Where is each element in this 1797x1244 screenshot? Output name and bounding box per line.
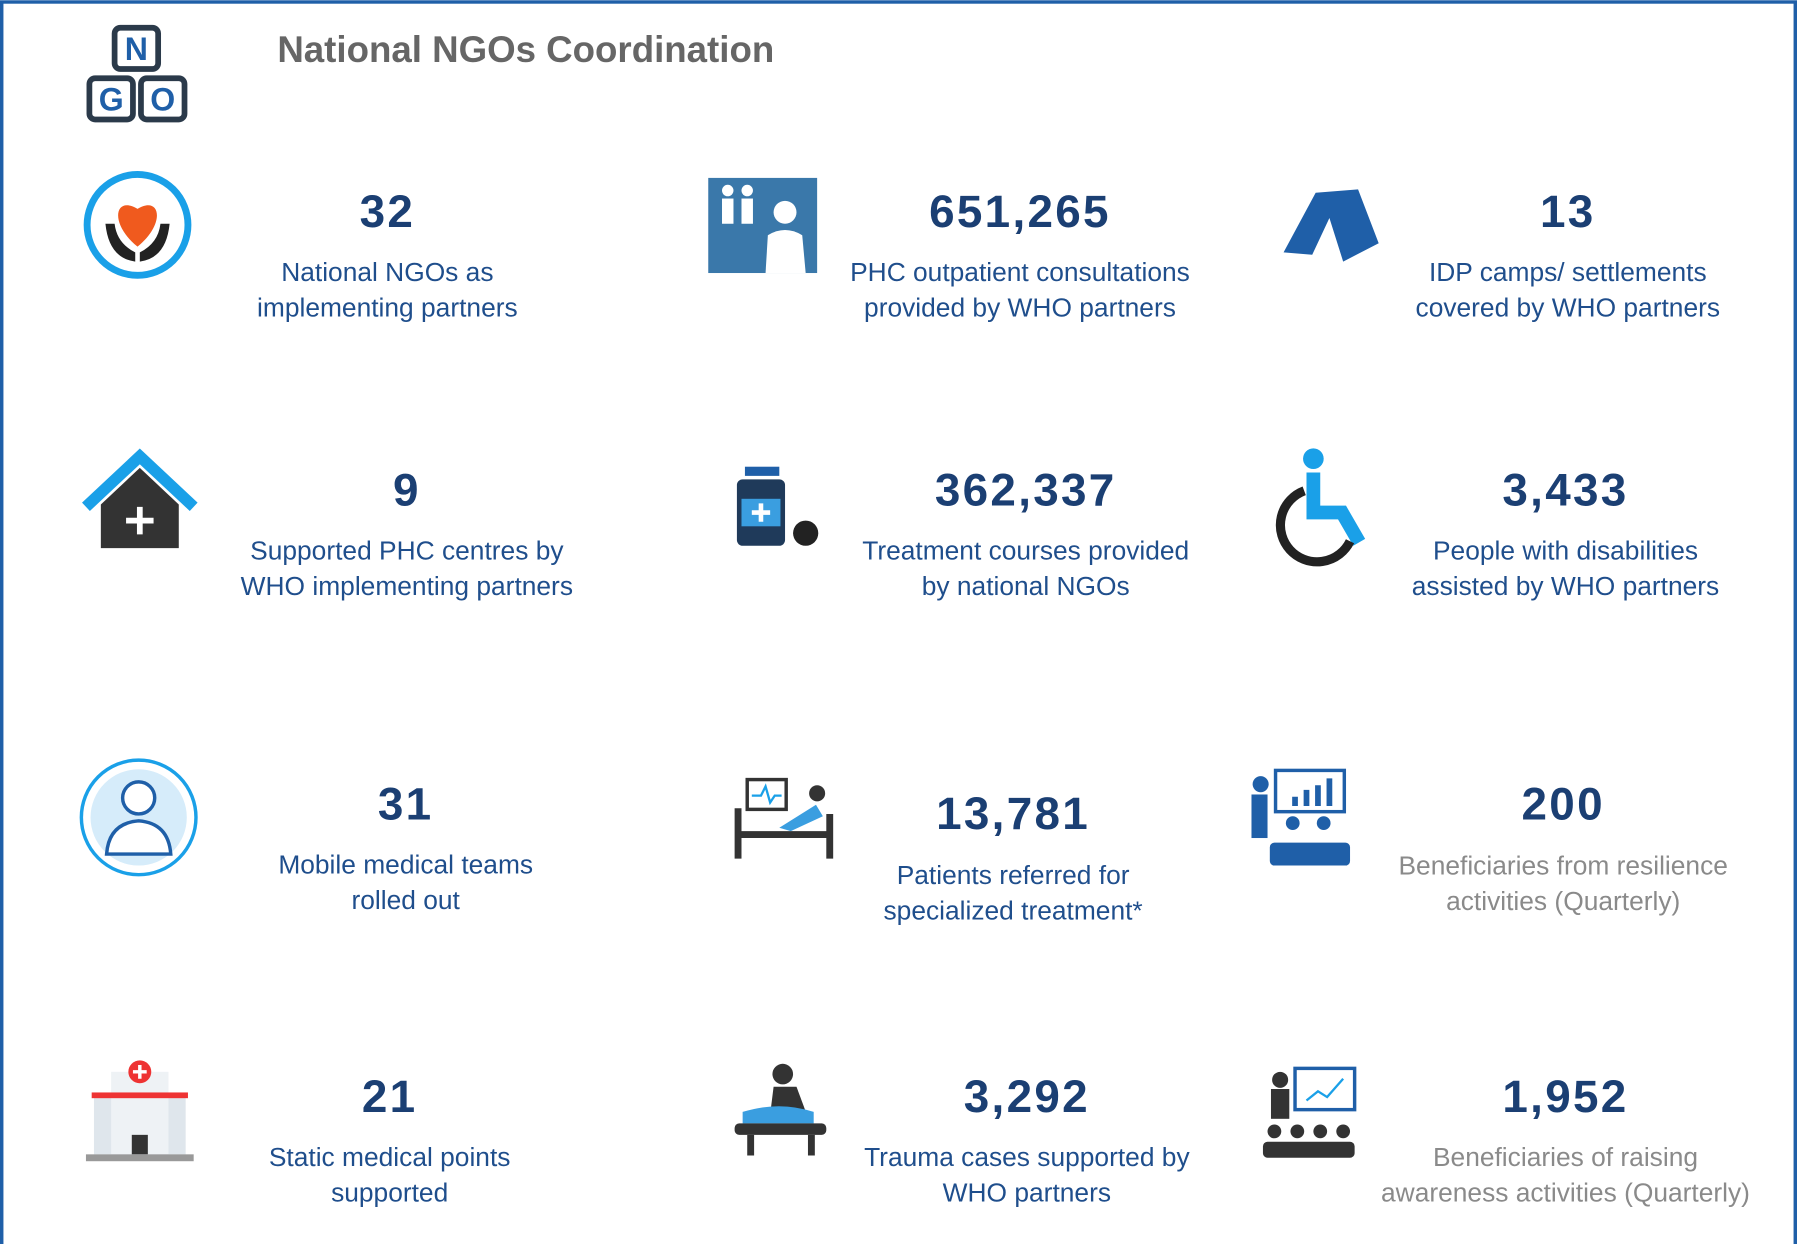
stat-label: activities (Quarterly) [1446, 886, 1680, 916]
stat-label: Beneficiaries of raising [1433, 1142, 1698, 1172]
icon-medicine [736, 466, 819, 546]
icon-tent [1283, 189, 1379, 262]
stat-label: WHO partners [943, 1177, 1111, 1207]
stat-label: Patients referred for [897, 860, 1130, 890]
stat-value: 9 [393, 465, 421, 516]
stat-label: PHC outpatient consultations [850, 257, 1190, 287]
ngo-logo: N G O [86, 24, 188, 123]
stat-value: 200 [1522, 779, 1605, 830]
logo-letter: O [150, 81, 175, 117]
stat-label: by national NGOs [922, 571, 1130, 601]
stat-label: National NGOs as [281, 257, 493, 287]
icon-house [82, 448, 198, 549]
stat-label: IDP camps/ settlements [1429, 257, 1707, 287]
stat-value: 13 [1540, 186, 1596, 237]
stat-label: Static medical points [269, 1142, 511, 1172]
stat-value: 32 [360, 186, 416, 237]
logo-letter: N [125, 31, 148, 67]
stat-label: Beneficiaries from resilience [1398, 851, 1727, 881]
stat-label: covered by WHO partners [1416, 293, 1721, 323]
icon-training [1251, 768, 1351, 866]
stat-value: 651,265 [929, 186, 1111, 237]
icon-hospital-bed [734, 777, 834, 859]
title: National NGOs Coordination [277, 29, 774, 70]
stat-label: People with disabilities [1433, 536, 1698, 566]
icon-wheelchair [1275, 448, 1366, 567]
icon-hospital [85, 1060, 194, 1162]
stat-value: 3,292 [964, 1071, 1090, 1122]
stat-value: 13,781 [936, 788, 1090, 839]
icon-trauma [734, 1063, 827, 1156]
stat-label: specialized treatment* [884, 895, 1143, 925]
stat-label: Treatment courses provided [862, 536, 1189, 566]
stat-label: supported [331, 1177, 448, 1207]
stat-label: Trauma cases supported by [864, 1142, 1190, 1172]
stat-label: awareness activities (Quarterly) [1381, 1177, 1750, 1207]
stat-value: 362,337 [935, 465, 1117, 516]
icon-doctor-family [708, 177, 818, 274]
stat-label: WHO implementing partners [241, 571, 573, 601]
stat-label: implementing partners [257, 293, 518, 323]
icon-heart-hands [83, 171, 192, 279]
logo-letter: G [99, 81, 124, 117]
stat-value: 21 [362, 1071, 418, 1122]
stat-label: Supported PHC centres by [250, 536, 564, 566]
stat-value: 31 [378, 779, 434, 830]
icon-mobile-doctor [79, 758, 198, 877]
stat-value: 3,433 [1502, 465, 1628, 516]
stat-label: Mobile medical teams [278, 850, 533, 880]
stat-label: rolled out [352, 885, 461, 915]
icon-awareness [1262, 1066, 1357, 1158]
stat-label: provided by WHO partners [864, 293, 1176, 323]
stat-value: 1,952 [1502, 1071, 1628, 1122]
stat-label: assisted by WHO partners [1412, 571, 1719, 601]
